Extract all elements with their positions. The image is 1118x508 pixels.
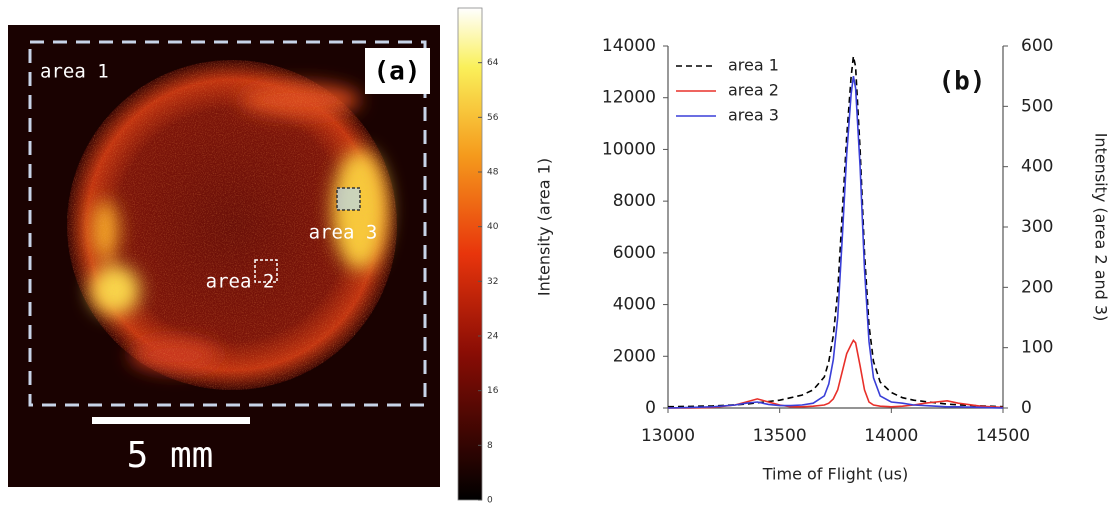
x-tick-label: 14500 bbox=[976, 426, 1030, 446]
colorbar-tick-label: 8 bbox=[487, 441, 493, 451]
area-2-box bbox=[254, 259, 278, 283]
legend-label: area 2 bbox=[728, 81, 779, 100]
y2-tick-label: 400 bbox=[1021, 157, 1053, 177]
scale-bar-label: 5 mm bbox=[127, 435, 214, 476]
y2-tick-label: 600 bbox=[1021, 36, 1053, 56]
y-tick-label: 4000 bbox=[613, 295, 656, 315]
colorbar-tick-label: 0 bbox=[487, 496, 493, 506]
panel-label: (b) bbox=[939, 67, 986, 97]
image-noise bbox=[67, 60, 397, 390]
area-1-box bbox=[28, 40, 427, 407]
y-tick-label: 10000 bbox=[602, 139, 656, 159]
colorbar-tick-label: 32 bbox=[487, 277, 498, 287]
x-axis-label: Time of Flight (us) bbox=[762, 465, 908, 484]
series-line bbox=[668, 339, 1004, 409]
region-label: area 3 bbox=[309, 222, 378, 244]
image-panel: (a) area 1 area 2 area 3 5 mm bbox=[8, 7, 483, 501]
panel-label: (a) bbox=[374, 57, 421, 87]
x-tick-label: 13000 bbox=[641, 426, 695, 446]
y2-axis-label: Intensity (area 2 and 3) bbox=[1092, 133, 1111, 322]
colorbar-tick-label: 64 bbox=[487, 58, 499, 68]
y-tick-label: 2000 bbox=[613, 346, 656, 366]
colorbar-tick-label: 16 bbox=[487, 386, 499, 396]
colorbar-tick-label: 56 bbox=[487, 113, 499, 123]
colorbar-tick-label: 24 bbox=[487, 332, 499, 342]
y-tick-label: 0 bbox=[645, 398, 656, 418]
legend-label: area 1 bbox=[728, 56, 779, 75]
x-tick-label: 13500 bbox=[753, 426, 807, 446]
y2-tick-label: 100 bbox=[1021, 338, 1053, 358]
series-line bbox=[667, 56, 1004, 408]
y2-tick-label: 300 bbox=[1021, 217, 1053, 237]
y-tick-label: 12000 bbox=[602, 88, 656, 108]
y2-tick-label: 200 bbox=[1021, 277, 1053, 297]
x-tick-label: 14000 bbox=[864, 426, 918, 446]
colorbar-tick-label: 40 bbox=[487, 222, 499, 232]
y-tick-label: 6000 bbox=[613, 243, 656, 263]
colorbar-tick-label: 48 bbox=[487, 168, 499, 178]
region-label: area 2 bbox=[206, 271, 275, 293]
panel-label-box bbox=[365, 48, 430, 94]
y-tick-label: 14000 bbox=[602, 36, 656, 56]
legend-label: area 3 bbox=[728, 106, 779, 125]
series-line bbox=[667, 76, 1004, 409]
y-axis-label: Intensity (area 1) bbox=[535, 158, 554, 296]
colorbar bbox=[457, 7, 483, 501]
y2-tick-label: 0 bbox=[1021, 398, 1032, 418]
area-3-box bbox=[336, 187, 361, 211]
region-label: area 1 bbox=[40, 61, 109, 83]
scale-bar bbox=[92, 417, 250, 424]
y2-tick-label: 500 bbox=[1021, 96, 1053, 116]
y-tick-label: 8000 bbox=[613, 191, 656, 211]
